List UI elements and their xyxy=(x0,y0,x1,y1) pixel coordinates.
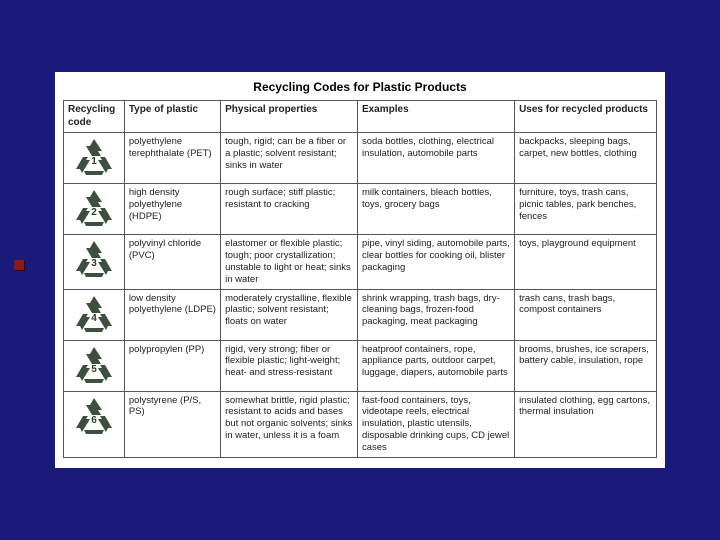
svg-text:6: 6 xyxy=(91,415,97,426)
col-header: Examples xyxy=(357,101,514,133)
cell-examples: heatproof containers, rope, appliance pa… xyxy=(357,340,514,391)
cell-properties: somewhat brittle, rigid plastic; resista… xyxy=(221,391,358,457)
cell-uses: toys, playground equipment xyxy=(515,235,657,290)
table-row: 3 polyvinyl chloride (PVC)elastomer or f… xyxy=(64,235,657,290)
recycle-icon: 3 xyxy=(72,239,116,281)
svg-text:5: 5 xyxy=(91,364,97,375)
cell-uses: backpacks, sleeping bags, carpet, new bo… xyxy=(515,133,657,184)
recycling-code-cell: 6 xyxy=(64,391,125,457)
col-header: Uses for recycled products xyxy=(515,101,657,133)
recycle-icon: 6 xyxy=(72,396,116,438)
svg-text:4: 4 xyxy=(91,313,97,324)
col-header: Type of plastic xyxy=(124,101,220,133)
recycle-icon: 5 xyxy=(72,345,116,387)
recycling-table: Recycling code Type of plastic Physical … xyxy=(63,100,657,458)
cell-properties: rough surface; stiff plastic; resistant … xyxy=(221,184,358,235)
cell-examples: shrink wrapping, trash bags, dry-cleanin… xyxy=(357,289,514,340)
recycling-code-cell: 4 xyxy=(64,289,125,340)
table-title: Recycling Codes for Plastic Products xyxy=(63,80,657,94)
col-header: Physical properties xyxy=(221,101,358,133)
cell-uses: insulated clothing, egg cartons, thermal… xyxy=(515,391,657,457)
cell-type: polyvinyl chloride (PVC) xyxy=(124,235,220,290)
cell-properties: rigid, very strong; fiber or flexible pl… xyxy=(221,340,358,391)
recycling-table-sheet: Recycling Codes for Plastic Products Rec… xyxy=(55,72,665,468)
cell-type: low density polyethylene (LDPE) xyxy=(124,289,220,340)
table-row: 6 polystyrene (P/S, PS)somewhat brittle,… xyxy=(64,391,657,457)
cell-properties: elastomer or flexible plastic; tough; po… xyxy=(221,235,358,290)
recycling-code-cell: 1 xyxy=(64,133,125,184)
recycling-code-cell: 3 xyxy=(64,235,125,290)
cell-uses: furniture, toys, trash cans, picnic tabl… xyxy=(515,184,657,235)
cell-uses: brooms, brushes, ice scrapers, battery c… xyxy=(515,340,657,391)
cell-properties: moderately crystalline, flexible plastic… xyxy=(221,289,358,340)
cell-type: polypropylen (PP) xyxy=(124,340,220,391)
recycle-icon: 4 xyxy=(72,294,116,336)
cell-type: polyethylene terephthalate (PET) xyxy=(124,133,220,184)
svg-text:1: 1 xyxy=(91,156,97,167)
col-header: Recycling code xyxy=(64,101,125,133)
table-header-row: Recycling code Type of plastic Physical … xyxy=(64,101,657,133)
recycle-icon: 1 xyxy=(72,137,116,179)
table-row: 1 polyethylene terephthalate (PET)tough,… xyxy=(64,133,657,184)
cell-type: polystyrene (P/S, PS) xyxy=(124,391,220,457)
table-row: 4 low density polyethylene (LDPE)moderat… xyxy=(64,289,657,340)
cell-uses: trash cans, trash bags, compost containe… xyxy=(515,289,657,340)
cell-type: high density polyethylene (HDPE) xyxy=(124,184,220,235)
table-row: 5 polypropylen (PP)rigid, very strong; f… xyxy=(64,340,657,391)
cell-properties: tough, rigid; can be a fiber or a plasti… xyxy=(221,133,358,184)
table-row: 2 high density polyethylene (HDPE)rough … xyxy=(64,184,657,235)
svg-text:3: 3 xyxy=(91,258,97,269)
recycling-code-cell: 5 xyxy=(64,340,125,391)
recycling-code-cell: 2 xyxy=(64,184,125,235)
cell-examples: soda bottles, clothing, electrical insul… xyxy=(357,133,514,184)
slide-bullet xyxy=(14,260,24,270)
svg-text:2: 2 xyxy=(91,207,97,218)
cell-examples: fast-food containers, toys, videotape re… xyxy=(357,391,514,457)
cell-examples: pipe, vinyl siding, automobile parts, cl… xyxy=(357,235,514,290)
recycle-icon: 2 xyxy=(72,188,116,230)
cell-examples: milk containers, bleach bottles, toys, g… xyxy=(357,184,514,235)
